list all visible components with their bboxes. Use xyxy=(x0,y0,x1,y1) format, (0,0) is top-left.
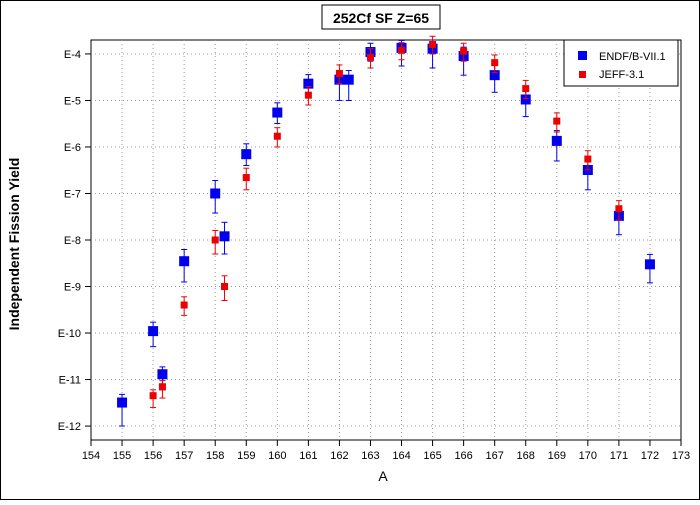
x-tick-label: 170 xyxy=(579,450,597,462)
x-tick-label: 159 xyxy=(237,450,255,462)
data-point xyxy=(148,326,159,337)
grid-lines xyxy=(91,40,681,440)
data-point xyxy=(553,117,561,125)
x-tick-label: 160 xyxy=(268,450,286,462)
data-point xyxy=(210,188,221,199)
x-tick-label: 162 xyxy=(330,450,348,462)
y-tick-label: E-4 xyxy=(64,49,81,61)
data-point xyxy=(179,256,190,267)
data-point xyxy=(211,236,219,244)
x-tick-label: 157 xyxy=(175,450,193,462)
data-point xyxy=(303,78,314,89)
title-box xyxy=(321,4,441,30)
x-tick-label: 169 xyxy=(548,450,566,462)
data-point xyxy=(551,135,562,146)
data-point xyxy=(335,69,343,77)
x-tick-label: 165 xyxy=(423,450,441,462)
x-tick-label: 161 xyxy=(299,450,317,462)
data-point xyxy=(242,174,250,182)
y-tick-label: E-11 xyxy=(59,375,81,387)
x-tick-label: 172 xyxy=(641,450,659,462)
x-tick-label: 166 xyxy=(454,450,472,462)
legend-label-jeff: JEFF-3.1 xyxy=(599,69,644,81)
series-jeff xyxy=(149,35,623,409)
data-point xyxy=(117,397,128,408)
data-point xyxy=(460,47,468,55)
x-tick-label: 156 xyxy=(144,450,162,462)
data-point xyxy=(219,231,230,242)
x-tick-label: 158 xyxy=(206,450,224,462)
y-tick-label: E-7 xyxy=(64,188,81,200)
data-point xyxy=(398,46,406,54)
x-tick-label: 173 xyxy=(672,450,690,462)
data-point xyxy=(520,94,531,105)
y-tick-label: E-9 xyxy=(64,282,81,294)
legend-marker-jeff xyxy=(579,71,586,78)
data-point xyxy=(615,205,623,213)
data-point xyxy=(149,392,157,400)
x-tick-label: 154 xyxy=(82,450,100,462)
data-point xyxy=(221,283,229,291)
x-tick-label: 155 xyxy=(113,450,131,462)
x-axis-title: A xyxy=(378,468,388,484)
data-point xyxy=(489,70,500,81)
data-point xyxy=(304,91,312,99)
y-axis: E-4 E-5 E-6 E-7 E-8 E-9 E-10 E-11 E-12 xyxy=(58,49,91,433)
x-tick-label: 168 xyxy=(517,450,535,462)
legend-box xyxy=(563,39,679,87)
x-tick-label: 163 xyxy=(361,450,379,462)
y-tick-label: E-6 xyxy=(64,142,81,154)
y-axis-title: Independent Fission Yield xyxy=(6,158,22,331)
data-point xyxy=(366,53,374,61)
chart-title: 252Cf SF Z=65 xyxy=(333,10,429,26)
series-layer xyxy=(117,35,655,427)
data-point xyxy=(644,259,655,270)
y-tick-label: E-12 xyxy=(58,421,81,433)
data-point xyxy=(158,383,166,391)
x-tick-label: 167 xyxy=(486,450,504,462)
data-point xyxy=(429,40,437,48)
plot-area xyxy=(90,39,682,441)
data-point xyxy=(343,74,354,85)
x-tick-label: 171 xyxy=(610,450,628,462)
y-tick-label: E-5 xyxy=(64,95,81,107)
data-point xyxy=(522,85,530,93)
data-point xyxy=(157,369,168,380)
data-point xyxy=(241,149,252,160)
y-tick-label: E-10 xyxy=(58,328,81,340)
legend-marker-endf xyxy=(578,51,587,60)
data-point xyxy=(491,59,499,67)
data-point xyxy=(272,107,283,118)
y-tick-label: E-8 xyxy=(64,235,81,247)
x-tick-label: 164 xyxy=(392,450,410,462)
legend: ENDF/B-VII.1 JEFF-3.1 xyxy=(563,39,679,87)
data-point xyxy=(273,132,281,140)
data-point xyxy=(584,155,592,163)
x-axis: 154 155 156 157 158 159 160 161 162 163 164 165 166 1… xyxy=(82,440,690,462)
data-point xyxy=(180,301,188,309)
legend-label-endf: ENDF/B-VII.1 xyxy=(599,51,666,63)
